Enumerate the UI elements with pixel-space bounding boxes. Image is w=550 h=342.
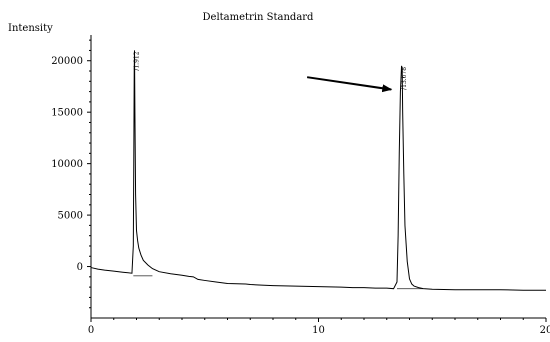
y-tick-label: 0 [77, 262, 83, 273]
x-tick-label: 10 [312, 325, 325, 336]
series-line [90, 50, 546, 291]
axes [90, 35, 546, 319]
peak-baselines [133, 275, 424, 290]
peak-label: /1.912 [133, 51, 140, 70]
y-axis-label: Intensity [8, 23, 53, 34]
annotations [306, 76, 393, 93]
x-tick-label: 20 [540, 325, 550, 336]
peak-label: /13.678 [401, 67, 408, 90]
x-tick-label: 0 [88, 325, 94, 336]
y-tick-label: 10000 [51, 159, 83, 170]
ticks: 0 10 20 0 5000 10000 15000 20000 [51, 39, 550, 336]
peak-labels: /1.912/13.678 [133, 51, 408, 90]
y-tick-label: 5000 [58, 211, 83, 222]
chart-title: Deltametrin Standard [203, 12, 315, 23]
arrow-annotation [306, 76, 393, 93]
y-tick-label: 20000 [51, 56, 83, 67]
y-tick-label: 15000 [51, 108, 83, 119]
series-group [90, 50, 546, 291]
